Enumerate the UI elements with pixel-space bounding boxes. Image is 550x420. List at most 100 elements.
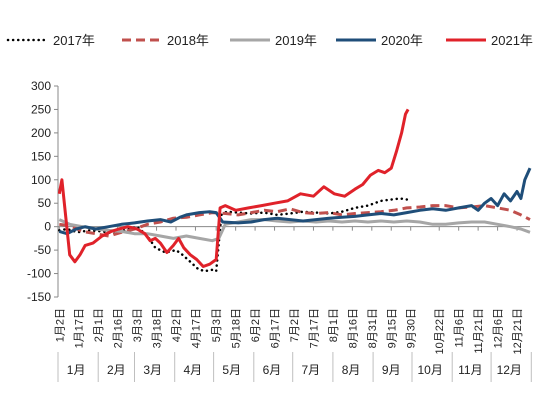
x-tick: 4月17日 <box>190 226 202 348</box>
legend-label: 2021年 <box>491 33 533 48</box>
month-label: 10月 <box>417 363 442 377</box>
y-tick: 50 <box>38 196 58 210</box>
x-tick-label: 8月31日 <box>367 308 379 348</box>
month-label: 1月 <box>67 363 86 377</box>
x-tick: 6月17日 <box>270 226 282 348</box>
axes: -150 -100 -50 0 50 100 150 200 250 300 1月2日 1月17日 2… <box>27 79 532 382</box>
y-tick-label: -150 <box>27 290 51 304</box>
legend-item: 2018年 <box>122 33 209 48</box>
series-line <box>59 204 531 238</box>
month-label: 8月 <box>342 363 361 377</box>
legend-item: 2020年 <box>336 33 423 48</box>
x-tick: 7月17日 <box>308 226 320 348</box>
x-axis-date-ticks: 1月2日 1月17日 2月1日 2月16日 3月3日 3月18日 4月2日 4月17日 5月3日… <box>54 226 524 354</box>
y-tick-label: 250 <box>31 102 51 116</box>
month-label: 2月 <box>107 363 126 377</box>
legend: 2017年 2018年 2019年 2020年 2021年 <box>6 33 533 48</box>
x-tick: 12月6日 <box>493 226 505 348</box>
x-tick-label: 4月17日 <box>190 308 202 348</box>
legend-label: 2020年 <box>381 33 423 48</box>
x-tick-label: 3月3日 <box>132 308 144 342</box>
x-tick-label: 1月17日 <box>74 308 86 348</box>
x-tick: 3月3日 <box>132 226 144 342</box>
x-tick-label: 1月2日 <box>54 308 66 342</box>
legend-item: 2019年 <box>230 33 317 48</box>
y-tick: 200 <box>31 126 58 140</box>
legend-item: 2017年 <box>6 33 95 48</box>
month-label: 11月 <box>458 363 482 377</box>
series-line <box>58 167 532 236</box>
month-label: 7月 <box>302 363 321 377</box>
x-tick-label: 5月18日 <box>231 308 243 348</box>
month-label: 6月 <box>263 363 282 377</box>
legend-label: 2018年 <box>167 33 209 48</box>
y-tick-label: 300 <box>31 79 51 93</box>
x-tick: 9月30日 <box>406 226 418 348</box>
x-tick: 5月18日 <box>231 226 243 348</box>
legend-label: 2019年 <box>275 33 317 48</box>
x-tick-label: 9月15日 <box>386 308 398 348</box>
month-label: 4月 <box>184 363 203 377</box>
x-tick: 5月3日 <box>211 226 223 342</box>
y-tick-label: 200 <box>31 126 51 140</box>
x-tick: 4月2日 <box>171 226 183 342</box>
x-tick-label: 7月17日 <box>308 308 320 348</box>
x-tick: 11月6日 <box>454 226 466 348</box>
month-label: 3月 <box>143 363 162 377</box>
x-tick: 7月2日 <box>289 226 301 342</box>
series-line <box>58 218 531 243</box>
x-tick-label: 10月22日 <box>434 308 446 354</box>
x-tick: 3月18日 <box>152 226 164 348</box>
x-tick-label: 12月6日 <box>493 308 505 348</box>
x-tick-label: 11月6日 <box>454 308 466 348</box>
y-tick: 150 <box>31 149 58 163</box>
x-tick-label: 2月16日 <box>113 308 125 348</box>
x-tick-label: 12月21日 <box>512 308 524 354</box>
y-tick-label: 0 <box>44 220 51 234</box>
y-tick-label: -50 <box>34 243 52 257</box>
y-tick: 0 <box>44 220 58 234</box>
y-axis-ticks: -150 -100 -50 0 50 100 150 200 250 300 <box>27 79 58 304</box>
x-tick: 2月1日 <box>93 226 105 342</box>
y-tick-label: -100 <box>27 267 51 281</box>
x-axis-month-labels: 1月 2月 3月 4月 5月 6月 7月 8月 9月 10月 11月 12月 <box>57 352 532 382</box>
month-label: 9月 <box>382 363 401 377</box>
x-tick-label: 7月2日 <box>289 308 301 342</box>
y-tick: -150 <box>27 290 58 304</box>
month-label: 12月 <box>497 363 522 377</box>
x-tick: 2月16日 <box>113 226 125 348</box>
month-label: 5月 <box>222 363 241 377</box>
y-tick: -100 <box>27 267 58 281</box>
x-tick-label: 9月30日 <box>406 308 418 348</box>
x-tick: 10月22日 <box>434 226 446 354</box>
x-tick-label: 8月1日 <box>328 308 340 342</box>
x-tick: 11月21日 <box>473 226 485 354</box>
x-tick-label: 6月2日 <box>250 308 262 342</box>
x-tick: 8月16日 <box>347 226 359 348</box>
x-tick: 6月2日 <box>250 226 262 342</box>
y-tick-label: 50 <box>38 196 52 210</box>
x-tick: 9月15日 <box>386 226 398 348</box>
x-tick: 12月21日 <box>512 226 524 354</box>
legend-item: 2021年 <box>446 33 533 48</box>
x-tick-label: 3月18日 <box>152 308 164 348</box>
y-tick-label: 100 <box>31 173 51 187</box>
x-tick: 8月1日 <box>328 226 340 342</box>
y-tick: 250 <box>31 102 58 116</box>
x-tick: 8月31日 <box>367 226 379 348</box>
x-tick-label: 8月16日 <box>347 308 359 348</box>
x-tick: 1月2日 <box>54 226 66 342</box>
y-tick: 300 <box>31 79 58 93</box>
x-tick-label: 5月3日 <box>211 308 223 342</box>
series-line <box>57 108 410 268</box>
y-tick-label: 150 <box>31 149 51 163</box>
legend-label: 2017年 <box>53 33 95 48</box>
x-tick-label: 11月21日 <box>473 308 485 354</box>
x-tick-label: 2月1日 <box>93 308 105 342</box>
y-tick: 100 <box>31 173 58 187</box>
y-tick: -50 <box>34 243 58 257</box>
x-tick-label: 6月17日 <box>270 308 282 348</box>
x-tick-label: 4月2日 <box>171 308 183 342</box>
series-lines <box>57 108 532 273</box>
